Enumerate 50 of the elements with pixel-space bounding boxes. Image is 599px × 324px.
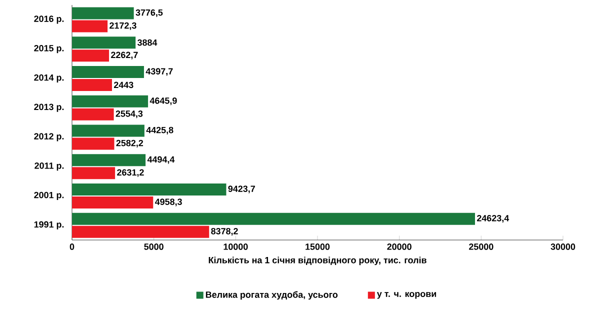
- bar: [72, 50, 110, 62]
- bar: [72, 212, 476, 225]
- data-label: 2443: [114, 82, 134, 88]
- data-label: 4958,3: [154, 198, 182, 206]
- bar: [72, 20, 108, 32]
- y-tick-label: 2012 р.: [34, 133, 64, 142]
- data-label: 4645,9: [150, 97, 177, 106]
- x-tick-label: 10000: [224, 244, 248, 250]
- legend-label: Велика рогата худоба, усього: [206, 291, 338, 300]
- bar: [72, 36, 136, 49]
- x-tick-label: 25000: [469, 244, 494, 250]
- data-label: 2262,7: [111, 52, 138, 60]
- legend-label: у т. ч. корови: [376, 292, 436, 299]
- data-label: 2582,2: [116, 140, 144, 148]
- data-label: 4425,8: [146, 126, 174, 135]
- x-tick-label: 20000: [387, 244, 412, 250]
- data-label: 24623,4: [477, 214, 510, 223]
- bar: [72, 95, 148, 108]
- data-label: 2172,3: [110, 22, 136, 30]
- bar: [72, 183, 226, 196]
- data-label: 3884: [137, 39, 158, 46]
- y-tick-label: 1991 р.: [34, 221, 64, 230]
- x-axis-title: Кількість на 1 січня відповідного року, тис. голів: [208, 256, 426, 266]
- bar: [72, 124, 144, 137]
- bar: [72, 154, 146, 166]
- data-label: 3776,5: [136, 9, 163, 18]
- data-label: 2554,3: [116, 110, 143, 118]
- data-label: 2631,2: [117, 169, 144, 177]
- bar: [72, 108, 114, 120]
- data-label: 4494,4: [147, 156, 175, 164]
- x-tick-label: 15000: [306, 244, 330, 250]
- y-tick-label: 2001 р.: [34, 192, 64, 200]
- y-tick-label: 2014 р.: [34, 74, 64, 82]
- bar: [72, 78, 112, 91]
- data-label: 8378,2: [211, 228, 238, 236]
- x-tick-label: 5000: [144, 244, 164, 250]
- bar: [72, 7, 134, 20]
- y-tick-label: 2013 р.: [34, 104, 64, 112]
- data-label: 9423,7: [228, 186, 255, 194]
- bar: [72, 138, 114, 150]
- y-tick-label: 2015 р.: [34, 45, 64, 54]
- x-tick-label: 0: [70, 244, 74, 250]
- bar: [72, 167, 116, 180]
- data-label: 4397,7: [146, 68, 173, 76]
- bar: [72, 226, 210, 238]
- bar: [72, 66, 144, 78]
- y-tick-label: 2016 р.: [34, 16, 64, 24]
- bar: [72, 196, 154, 208]
- y-tick-label: 2011 р.: [34, 162, 64, 171]
- x-tick-label: 30000: [550, 244, 576, 250]
